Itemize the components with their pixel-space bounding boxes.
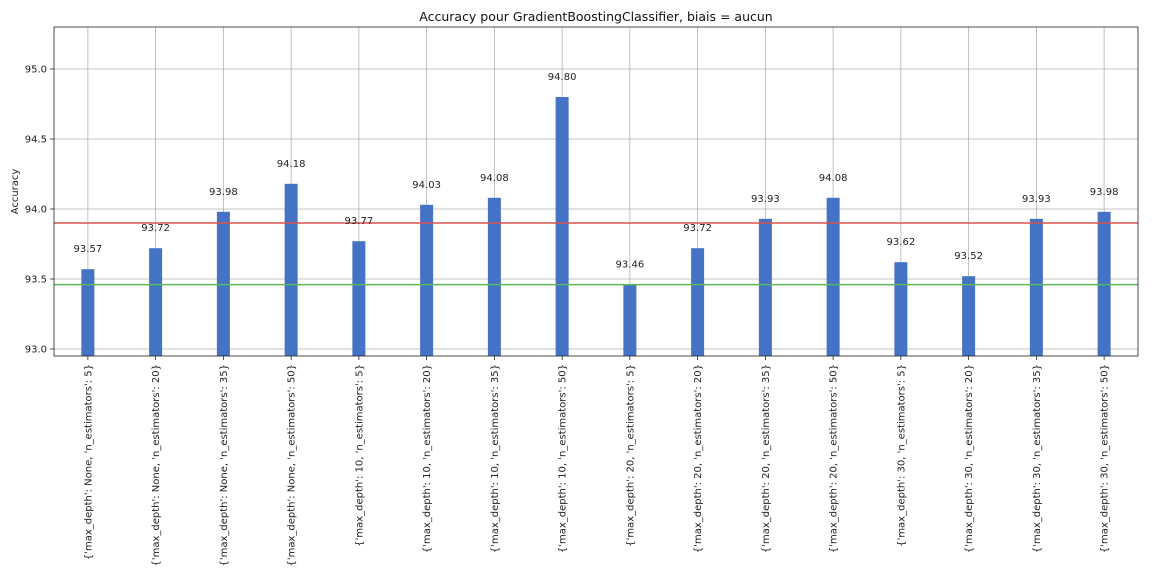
bar (284, 183, 298, 356)
y-tick-label: 93.0 (25, 345, 47, 356)
bar (1029, 218, 1043, 356)
y-tick-label: 94.0 (25, 205, 47, 216)
reference-lines (54, 222, 1138, 286)
category-label: {'max_depth': 30, 'n_estimators': 35} (1032, 364, 1043, 553)
category-label: {'max_depth': 10, 'n_estimators': 20} (422, 364, 433, 553)
bar-value-label: 93.72 (141, 223, 170, 234)
y-axis-label: Accuracy (10, 169, 21, 215)
bar-value-label: 93.62 (887, 237, 916, 248)
category-label: {'max_depth': 30, 'n_estimators': 20} (964, 364, 975, 553)
category-label: {'max_depth': None, 'n_estimators': 35} (219, 364, 230, 567)
y-tick-label: 95.0 (25, 65, 47, 76)
category-label: {'max_depth': 20, 'n_estimators': 35} (761, 364, 772, 553)
bar-value-labels: 93.57 93.72 93.98 94.18 93.77 94.03 94.08 94.80… (74, 72, 1119, 271)
bar-value-label: 93.98 (209, 187, 238, 198)
bar-value-label: 93.77 (345, 216, 374, 227)
category-label: {'max_depth': 20, 'n_estimators': 50} (829, 364, 840, 553)
bar-value-label: 94.08 (819, 173, 848, 184)
category-label: {'max_depth': 10, 'n_estimators': 35} (490, 364, 501, 553)
y-axis-ticks: 93.0 93.5 94.0 94.5 95.0 (25, 65, 54, 356)
category-label: {'max_depth': 10, 'n_estimators': 50} (558, 364, 569, 553)
category-label: {'max_depth': None, 'n_estimators': 50} (287, 364, 298, 567)
bar-value-label: 94.08 (480, 173, 509, 184)
bars-layer (81, 97, 1111, 356)
bar-value-label: 94.80 (548, 72, 577, 83)
chart-title: Accuracy pour GradientBoostingClassifier… (419, 9, 772, 24)
category-label: {'max_depth': 10, 'n_estimators': 5} (354, 364, 365, 547)
bar (894, 262, 908, 356)
bar (420, 204, 434, 356)
bar (487, 197, 501, 356)
bar (149, 248, 163, 356)
bar (555, 97, 569, 356)
category-label: {'max_depth': 20, 'n_estimators': 5} (625, 364, 636, 547)
bar (352, 241, 366, 356)
bar (758, 218, 772, 356)
bar-value-label: 93.93 (751, 194, 780, 205)
y-tick-label: 93.5 (25, 275, 47, 286)
bar-value-label: 93.72 (683, 223, 712, 234)
bar (826, 197, 840, 356)
bar-value-label: 94.18 (277, 159, 306, 170)
bar-value-label: 93.52 (954, 251, 983, 262)
category-label: {'max_depth': None, 'n_estimators': 20} (151, 364, 162, 567)
category-label: {'max_depth': 20, 'n_estimators': 20} (693, 364, 704, 553)
bar-value-label: 93.93 (1022, 194, 1051, 205)
bar-value-label: 94.03 (412, 180, 441, 191)
category-label: {'max_depth': 30, 'n_estimators': 5} (896, 364, 907, 547)
category-label: {'max_depth': None, 'n_estimators': 5} (83, 364, 94, 560)
bar (691, 248, 705, 356)
bar-value-label: 93.98 (1090, 187, 1119, 198)
x-axis-ticks: {'max_depth': None, 'n_estimators': 5} {'… (83, 356, 1111, 567)
plot-frame (53, 26, 1139, 357)
bar (623, 284, 637, 356)
bar (962, 276, 976, 356)
bar-value-label: 93.57 (74, 244, 103, 255)
bar (81, 269, 95, 356)
category-label: {'max_depth': 30, 'n_estimators': 50} (1100, 364, 1111, 553)
y-tick-label: 94.5 (25, 135, 47, 146)
bar-value-label: 93.46 (616, 260, 645, 271)
